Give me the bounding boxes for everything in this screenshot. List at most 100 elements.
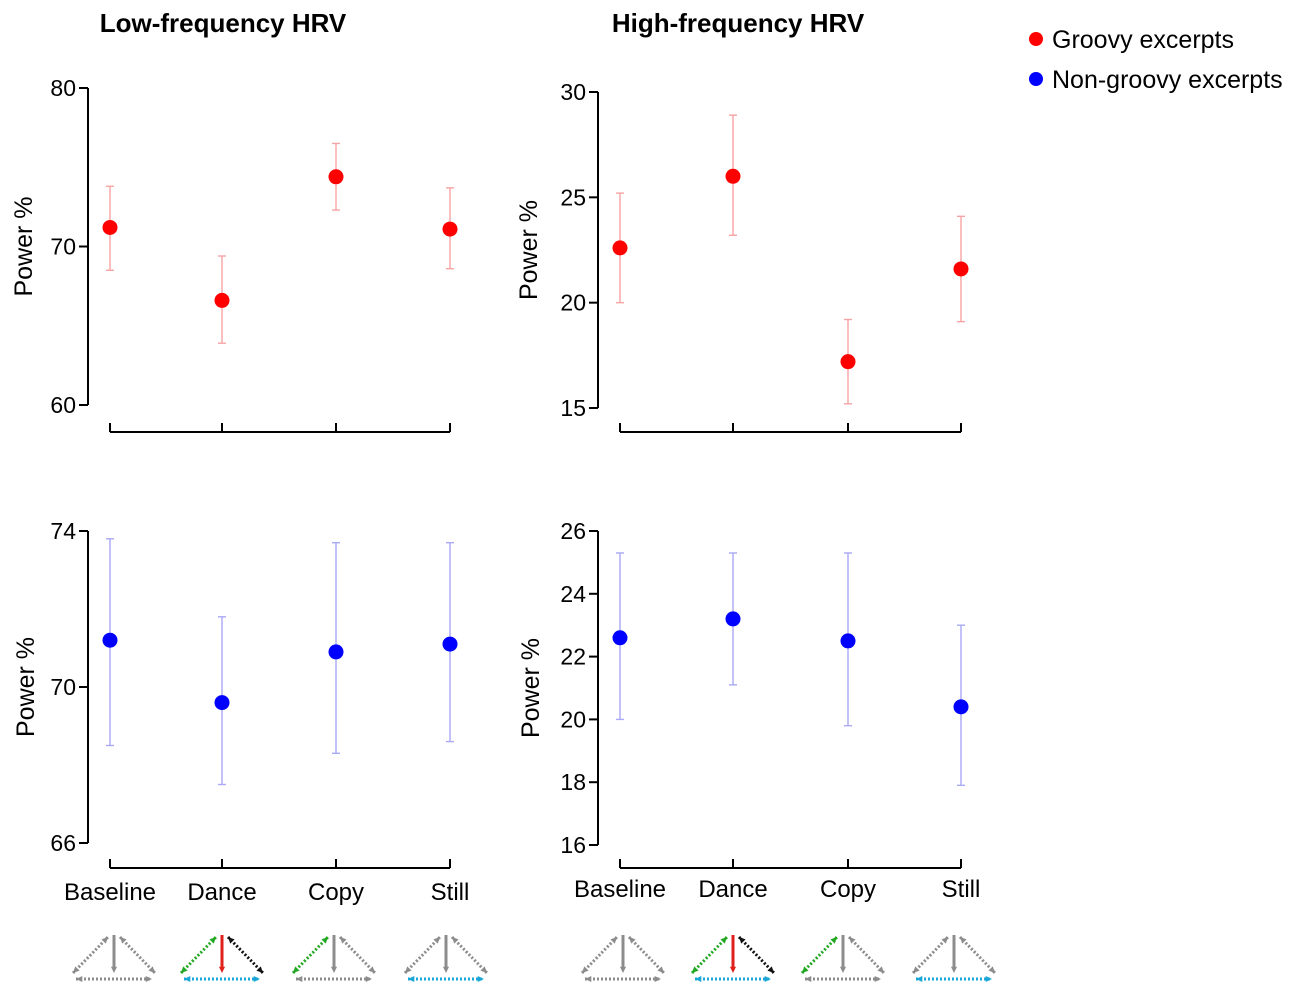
arrow-head — [76, 975, 83, 983]
x-tick-label: Still — [942, 876, 981, 903]
arrow-head — [148, 966, 155, 973]
arrow-head — [764, 975, 771, 983]
panel-top-right: High-frequency HRV 15 20 25 30 Power % — [515, 8, 969, 433]
y-tick-label: 25 — [560, 184, 586, 210]
interaction-icon-copy — [291, 935, 377, 983]
arrow-head — [296, 975, 303, 983]
y-tick-label: 74 — [50, 518, 76, 544]
arrow-head — [805, 975, 812, 983]
data-point-copy — [328, 644, 344, 660]
arrow-head — [916, 975, 923, 983]
arrow-head — [985, 975, 992, 983]
arrow-head — [110, 966, 118, 973]
data-point-baseline — [612, 240, 628, 256]
arrow-head — [365, 975, 372, 983]
arrow-head — [218, 966, 226, 973]
arrow-line — [627, 935, 666, 975]
arrow-head — [988, 966, 995, 973]
arrow-head — [913, 966, 920, 973]
arrow-head — [253, 975, 260, 983]
panel-bottom-right: 16 18 20 22 24 26 Power % Baseline Dance Copy Stil… — [517, 518, 980, 903]
y-tick-label: 24 — [560, 581, 586, 607]
arrow-line — [958, 935, 997, 975]
interaction-icon-still — [403, 935, 489, 983]
arrow-head — [368, 966, 375, 973]
arrow-head — [874, 975, 881, 983]
y-tick-label: 30 — [560, 79, 586, 105]
data-point-baseline — [102, 219, 118, 235]
data-point-baseline — [612, 630, 628, 646]
x-tick-label: Baseline — [574, 876, 666, 903]
arrow-line — [450, 935, 489, 975]
arrow-head — [181, 966, 188, 973]
arrow-head — [330, 966, 338, 973]
y-tick-label: 22 — [560, 644, 586, 670]
arrow-head — [101, 937, 108, 944]
y-tick-label: 26 — [560, 518, 586, 544]
data-point-still — [442, 221, 458, 237]
data-point-copy — [328, 169, 344, 185]
arrow-head — [839, 966, 847, 973]
x-tick-label: Dance — [187, 879, 256, 906]
arrow-head — [452, 937, 459, 944]
arrow-head — [849, 937, 856, 944]
y-axis-label: Power % — [10, 196, 38, 296]
panel-title: Low-frequency HRV — [100, 8, 347, 38]
arrow-head — [941, 937, 948, 944]
arrow-head — [145, 975, 152, 983]
arrow-line — [118, 935, 157, 975]
data-point-dance — [725, 611, 741, 627]
arrow-line — [226, 935, 265, 975]
data-point-still — [442, 636, 458, 652]
arrow-head — [950, 966, 958, 973]
y-tick-label: 16 — [560, 832, 586, 858]
arrow-line — [403, 935, 442, 975]
legend: Groovy excerpts Non-groovy excerpts — [1029, 26, 1283, 94]
data-point-copy — [840, 633, 856, 649]
arrow-head — [619, 966, 627, 973]
arrow-line — [800, 935, 839, 975]
data-point-dance — [214, 695, 230, 711]
arrow-head — [209, 937, 216, 944]
arrow-head — [408, 975, 415, 983]
arrow-line — [911, 935, 950, 975]
arrow-head — [610, 937, 617, 944]
arrow-head — [405, 966, 412, 973]
arrow-head — [582, 966, 589, 973]
arrow-line — [690, 935, 729, 975]
x-tick-label: Baseline — [64, 879, 156, 906]
interaction-icon-still — [911, 935, 997, 983]
x-tick-label: Copy — [308, 879, 364, 906]
arrow-head — [480, 966, 487, 973]
arrow-head — [692, 966, 699, 973]
arrow-line — [338, 935, 377, 975]
arrow-line — [71, 935, 110, 975]
arrow-head — [293, 966, 300, 973]
arrow-head — [228, 937, 235, 944]
y-tick-label: 20 — [560, 706, 586, 732]
arrow-line — [291, 935, 330, 975]
interaction-icon-copy — [800, 935, 886, 983]
panel-top-left: Low-frequency HRV 60 70 80 Power % — [10, 8, 458, 433]
interaction-icon-baseline — [580, 935, 666, 983]
interaction-icon-dance — [690, 935, 776, 983]
x-tick-label: Still — [431, 879, 470, 906]
arrow-head — [256, 966, 263, 973]
arrow-head — [585, 975, 592, 983]
arrow-head — [802, 966, 809, 973]
arrow-line — [179, 935, 218, 975]
arrow-head — [767, 966, 774, 973]
y-tick-label: 70 — [50, 674, 76, 700]
arrow-head — [629, 937, 636, 944]
arrow-head — [184, 975, 191, 983]
arrow-head — [877, 966, 884, 973]
legend-marker — [1029, 72, 1043, 86]
arrow-head — [830, 937, 837, 944]
data-point-copy — [840, 354, 856, 370]
arrow-head — [695, 975, 702, 983]
arrow-head — [120, 937, 127, 944]
y-tick-label: 15 — [560, 395, 586, 421]
panel-bottom-left: 66 70 74 Power % Baseline Dance Copy Still — [12, 518, 469, 906]
data-point-baseline — [102, 632, 118, 648]
